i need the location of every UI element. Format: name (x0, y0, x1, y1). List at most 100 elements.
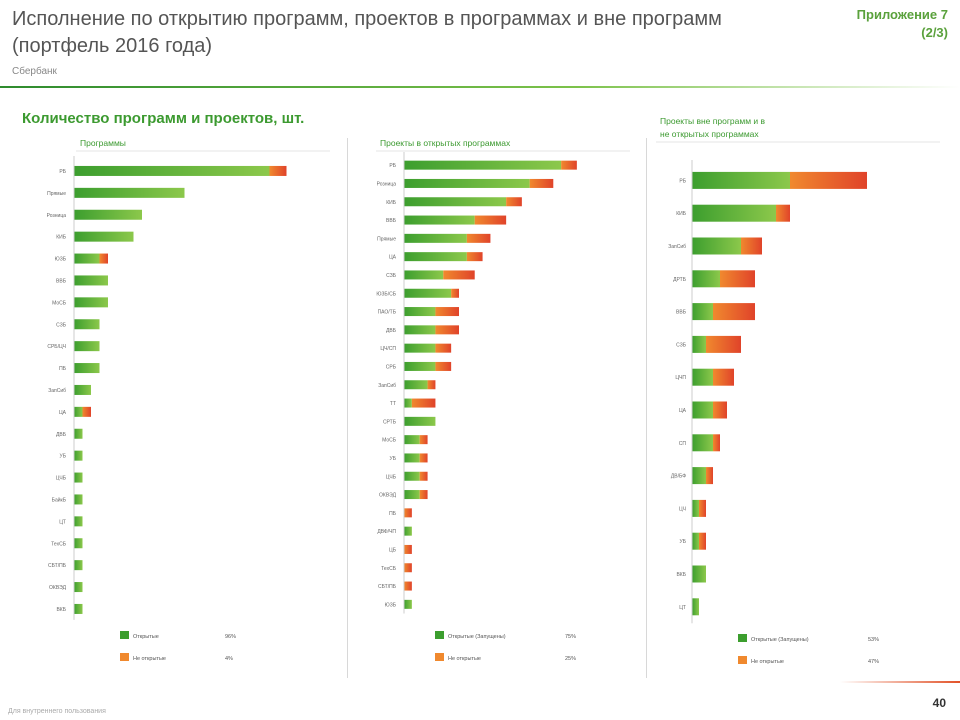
bar-not-open (443, 270, 474, 279)
page-title: Исполнение по открытию программ, проекто… (12, 6, 792, 60)
bar-not-open (435, 362, 451, 371)
bar-not-open (506, 197, 522, 206)
footer-accent-line (840, 681, 960, 683)
bar-not-open (713, 434, 720, 451)
category-label: СБТ/ПБ (378, 584, 397, 590)
category-label: РБ (679, 178, 686, 184)
category-label: ЦЧБ (56, 476, 67, 482)
category-label: УБ (390, 456, 397, 462)
category-label: ДВ/БФ (671, 474, 686, 480)
bar-open (692, 238, 741, 255)
bar-open (404, 417, 435, 426)
category-label: ЦА (59, 410, 67, 416)
bar-not-open (706, 467, 713, 484)
bar-not-open (713, 402, 727, 419)
bar-open (74, 341, 100, 351)
category-label: СЗБ (56, 322, 67, 328)
category-label: КИБ (676, 211, 687, 217)
bar-not-open (435, 307, 459, 316)
legend-swatch-not-open (120, 653, 129, 661)
bar-not-open (100, 254, 109, 264)
category-label: ЦЧП (675, 375, 686, 381)
legend-value: 53% (868, 637, 879, 643)
bar-open (404, 435, 420, 444)
bar-open (74, 451, 83, 461)
bar-open (74, 166, 270, 176)
bar-not-open (530, 179, 554, 188)
legend-swatch-open (435, 631, 444, 639)
bar-not-open (713, 303, 755, 320)
category-label: МоСБ (382, 438, 397, 444)
bar-not-open (420, 490, 428, 499)
category-label: РБ (59, 169, 66, 175)
category-label: ДВФ/ЧП (377, 529, 396, 535)
chart-divider-1 (347, 138, 348, 678)
category-label: ДВБ (56, 432, 67, 438)
category-label: Розница (47, 213, 67, 219)
category-label: ПБ (59, 366, 67, 372)
bar-open (404, 527, 412, 536)
bar-not-open (451, 289, 459, 298)
bar-open (74, 188, 185, 198)
bar-open (404, 453, 420, 462)
bar-open (404, 399, 412, 408)
bar-open (404, 270, 443, 279)
projects-outside-programs-chart: Проекты вне программ и в не открытых прог… (650, 112, 950, 682)
bar-not-open (412, 399, 436, 408)
legend-swatch-open (120, 631, 129, 639)
chart-divider-2 (646, 138, 647, 678)
bar-open (404, 344, 435, 353)
bar-open (74, 232, 134, 242)
bar-open (74, 429, 83, 439)
bar-open (74, 604, 83, 614)
bar-not-open (790, 172, 867, 189)
category-label: СРБ (386, 364, 397, 370)
category-label: СП (679, 441, 687, 447)
bar-open (74, 319, 100, 329)
bar-open (404, 600, 412, 609)
legend-value: 75% (565, 634, 576, 640)
bar-not-open (404, 545, 412, 554)
bar-open (404, 216, 475, 225)
legend-value: 25% (565, 656, 576, 662)
bar-open (404, 252, 467, 261)
chart-title: Проекты вне программ и в (660, 116, 766, 126)
legend-swatch-not-open (435, 653, 444, 661)
page-subtitle: Сбербанк (12, 66, 57, 77)
legend-value: 4% (225, 656, 233, 662)
bar-open (692, 467, 706, 484)
bar-open (404, 197, 506, 206)
category-label: Розница (377, 181, 397, 187)
bar-not-open (699, 500, 706, 517)
bar-not-open (435, 344, 451, 353)
bar-open (692, 434, 713, 451)
appendix-label: Приложение 7 (2/3) (857, 6, 948, 42)
legend-label: Открытые (133, 634, 159, 640)
bar-open (692, 533, 699, 550)
bar-open (404, 307, 435, 316)
category-label: КИБ (386, 200, 397, 206)
category-label: Прямые (47, 191, 66, 197)
category-label: Прямые (377, 236, 396, 242)
category-label: ВКБ (676, 572, 686, 578)
bar-open (74, 254, 100, 264)
chart-title: не открытых программах (660, 129, 759, 139)
bar-open (74, 560, 83, 570)
bar-open (692, 566, 706, 583)
bar-open (404, 289, 451, 298)
bar-open (692, 369, 713, 386)
section-title: Количество программ и проектов, шт. (22, 110, 304, 127)
legend-label: Открытые (Запущены) (448, 634, 506, 640)
bar-not-open (741, 238, 762, 255)
category-label: ОКВЭД (379, 493, 397, 499)
category-label: ЮЗБ/СБ (376, 291, 396, 297)
category-label: ДВБ (386, 328, 397, 334)
bar-open (404, 179, 530, 188)
category-label: УБ (60, 454, 67, 460)
bar-not-open (428, 380, 436, 389)
category-label: МоСБ (52, 300, 67, 306)
category-label: ЦЧБ (386, 474, 397, 480)
legend-swatch-open (738, 634, 747, 642)
bar-open (404, 472, 420, 481)
bar-not-open (404, 563, 412, 572)
